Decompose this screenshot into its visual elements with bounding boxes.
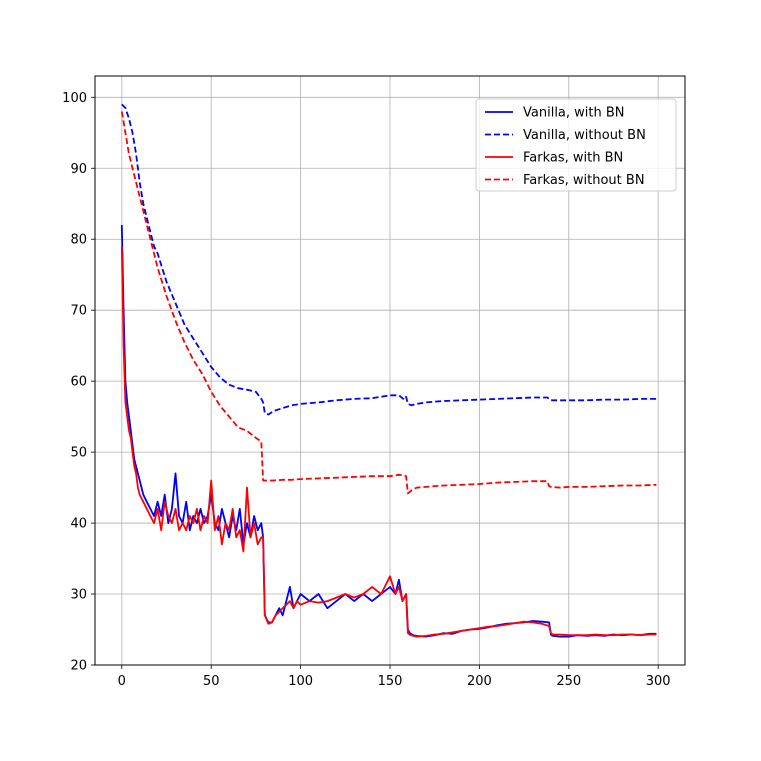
y-tick-label: 100 bbox=[62, 91, 87, 106]
legend-label: Vanilla, with BN bbox=[523, 106, 625, 121]
x-tick-label: 250 bbox=[556, 674, 581, 689]
y-tick-label: 70 bbox=[70, 304, 87, 319]
legend-label: Vanilla, without BN bbox=[523, 128, 646, 143]
series-line-1 bbox=[120, 224, 657, 638]
x-tick-label: 150 bbox=[378, 674, 403, 689]
y-tick-label: 60 bbox=[70, 375, 87, 390]
series-line-2 bbox=[121, 103, 657, 416]
y-tick-label: 40 bbox=[70, 517, 87, 532]
x-tick-label: 50 bbox=[203, 674, 220, 689]
x-tick-label: 100 bbox=[288, 674, 313, 689]
x-tick-label: 200 bbox=[467, 674, 492, 689]
legend: Vanilla, with BN Vanilla, without BN Farka… bbox=[475, 98, 677, 192]
x-tick-label: 0 bbox=[118, 674, 126, 689]
x-tick-label: 300 bbox=[646, 674, 671, 689]
series-line-3 bbox=[120, 246, 657, 638]
y-tick-label: 50 bbox=[70, 446, 87, 461]
y-tick-label: 30 bbox=[70, 588, 87, 603]
y-tick-label: 20 bbox=[70, 659, 87, 674]
legend-box bbox=[475, 98, 677, 192]
legend-label: Farkas, without BN bbox=[523, 173, 645, 188]
series-lines bbox=[120, 103, 657, 638]
y-tick-label: 80 bbox=[70, 233, 87, 248]
legend-label: Farkas, with BN bbox=[523, 151, 623, 166]
y-tick-label: 90 bbox=[70, 162, 87, 177]
axis-ticks: 0 50 100 150 200 250 300 20 30 40 50 60 70 80 90 100 bbox=[62, 91, 670, 689]
